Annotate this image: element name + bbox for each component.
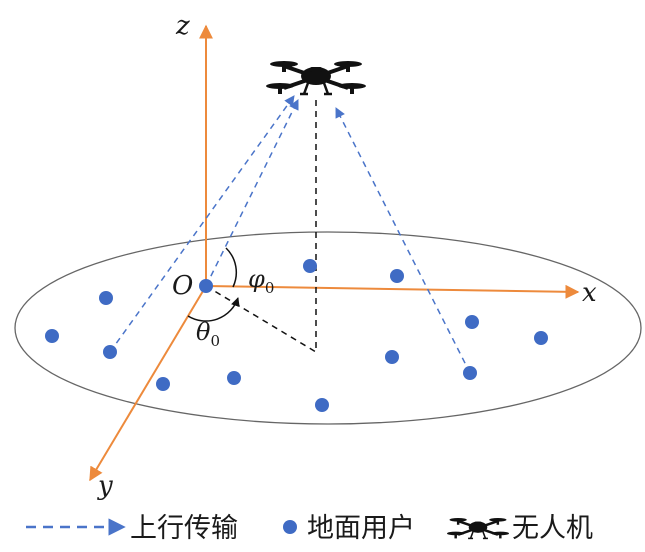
y-axis [89,285,207,482]
phi-subscript: 0 [265,279,275,297]
theta-subscript: 0 [210,332,220,350]
phi-label: φ0 [248,265,274,297]
ground-user [390,269,404,283]
ground-area-ellipse [14,231,642,425]
z-axis-label: z [175,11,190,41]
uplink-arrow [335,107,471,374]
ground-user [385,350,399,364]
legend-uav-label: 无人机 [512,513,593,544]
theta-label: θ0 [196,318,220,350]
uav-drone-icon [264,59,368,96]
ground-user [103,345,117,359]
ground-user [45,329,59,343]
ground-user [303,259,317,273]
legend-uav-icon [445,516,511,540]
x-axis [205,284,580,299]
y-axis-label: y [97,471,113,501]
phi-angle-arc [225,247,238,288]
phi-symbol: φ [248,265,265,293]
origin-label: O [172,271,193,301]
ground-user [463,366,477,380]
ground-user [227,371,241,385]
ground-projection-line [205,285,317,353]
ground-user [315,398,329,412]
ground-user [99,291,113,305]
uplink-arrow [205,99,299,287]
ground-user [156,377,170,391]
uplink-arrows [109,95,471,374]
theta-angle-arc [187,297,240,322]
legend-ground-user-label: 地面用户 [307,513,415,544]
theta-symbol: θ [196,318,211,346]
ground-user [199,279,213,293]
ground-user [534,331,548,345]
legend-uplink-label: 上行传输 [130,513,238,544]
ground-user [465,315,479,329]
legend: 上行传输 地面用户 无人机 [26,513,593,544]
uplink-arrow [109,95,295,353]
legend-ground-user-symbol [283,520,297,534]
ground-users [45,259,548,412]
x-axis-label: x [582,278,597,308]
